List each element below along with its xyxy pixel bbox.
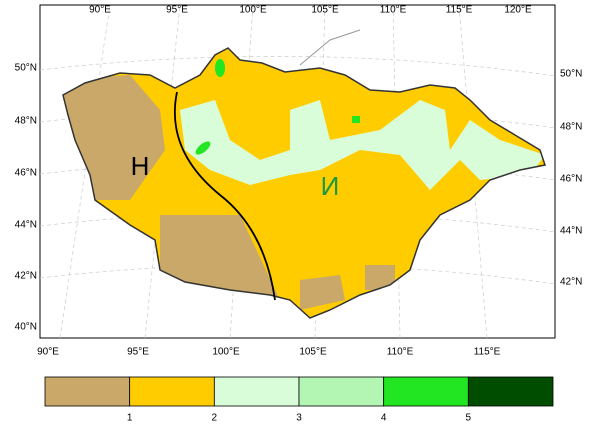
zone-1	[300, 265, 395, 310]
lon-label: 95°E	[127, 347, 149, 358]
lat-label: 46°N	[560, 174, 582, 185]
lat-label: 50°N	[15, 63, 37, 74]
lon-label: 120°E	[504, 5, 532, 16]
lon-label: 105°E	[311, 5, 339, 16]
legend-label: 2	[212, 413, 218, 424]
lon-label: 95°E	[166, 5, 188, 16]
lat-label: 42°N	[15, 271, 37, 282]
legend-swatch	[467, 376, 554, 407]
lon-label: 90°E	[89, 5, 111, 16]
legend-label: 5	[466, 413, 472, 424]
region-label: Н	[131, 151, 150, 181]
legend-swatch	[383, 376, 469, 407]
lat-label: 48°N	[560, 122, 582, 133]
zone-4	[215, 59, 225, 77]
zone-3	[180, 100, 545, 190]
zone-boundary	[173, 91, 276, 301]
legend-swatch	[44, 376, 131, 407]
lon-label: 90°E	[37, 347, 59, 358]
zone-1	[160, 215, 280, 300]
lat-label: 44°N	[15, 220, 37, 231]
legend-swatch	[213, 376, 300, 407]
legend-label: 3	[296, 413, 302, 424]
zone-4	[195, 141, 211, 155]
lat-label: 44°N	[560, 226, 582, 237]
lon-label: 115°E	[446, 5, 473, 16]
lat-label: 50°N	[560, 69, 582, 80]
lon-label: 115°E	[474, 347, 501, 358]
border-line	[299, 29, 361, 66]
lat-label: 48°N	[15, 116, 37, 127]
lon-label: 110°E	[380, 5, 407, 16]
lon-label: 100°E	[239, 5, 267, 16]
lon-label: 110°E	[387, 347, 414, 358]
region-label: И	[321, 171, 340, 201]
lat-label: 42°N	[560, 277, 582, 288]
country-border	[62, 47, 546, 319]
lat-label: 46°N	[15, 168, 37, 179]
lon-label: 105°E	[299, 347, 327, 358]
legend-label: 4	[381, 413, 387, 424]
legend-swatch	[298, 376, 385, 407]
legend-swatch	[129, 376, 215, 407]
lat-label: 40°N	[15, 322, 37, 333]
lon-label: 100°E	[212, 347, 240, 358]
legend-label: 1	[127, 413, 133, 424]
zone-4	[352, 116, 360, 123]
